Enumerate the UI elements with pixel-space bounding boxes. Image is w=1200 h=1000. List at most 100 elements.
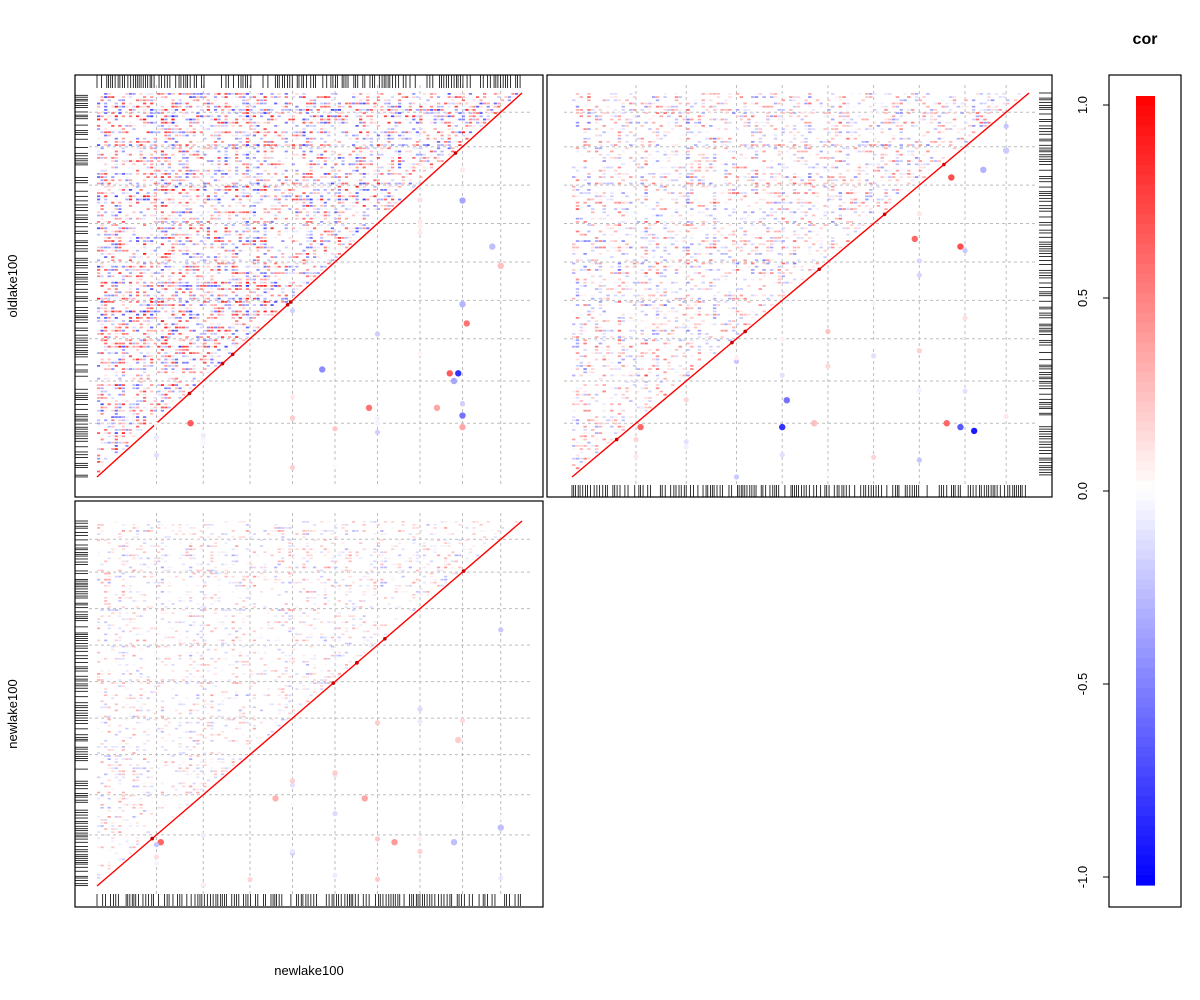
heatmap-cell	[114, 416, 118, 418]
heatmap-cell	[334, 192, 338, 194]
heatmap-cell	[362, 125, 366, 127]
heatmap-cell	[610, 377, 614, 380]
heatmap-cell	[210, 352, 214, 354]
heatmap-cell	[249, 272, 253, 274]
heatmap-cell	[352, 233, 356, 236]
heatmap-cell	[150, 201, 154, 204]
heatmap-cell	[189, 265, 193, 268]
heatmap-cell	[610, 438, 614, 441]
heatmap-cell	[128, 403, 133, 406]
heatmap-cell	[302, 221, 306, 223]
heatmap-cell	[121, 393, 125, 396]
heatmap-cell	[150, 265, 154, 268]
heatmap-cell	[636, 198, 641, 201]
heatmap-cell	[132, 409, 136, 412]
heatmap-cell	[185, 326, 189, 329]
heatmap-cell	[249, 118, 253, 121]
heatmap-cell	[150, 112, 154, 114]
heatmap-cell	[97, 150, 101, 153]
heatmap-cell	[632, 304, 637, 306]
heatmap-cell	[157, 169, 161, 172]
heatmap-cell	[182, 112, 186, 114]
heatmap-cell	[104, 429, 108, 431]
heatmap-cell	[598, 141, 603, 143]
heatmap-cell	[182, 355, 186, 358]
heatmap-cell	[263, 169, 267, 172]
heatmap-cell	[330, 189, 334, 191]
heatmap-cell	[118, 349, 122, 351]
heatmap-cell	[355, 169, 359, 172]
heatmap-cell	[238, 211, 242, 214]
heatmap-cell	[213, 333, 218, 335]
heatmap-cell	[213, 163, 218, 166]
heatmap-cell	[111, 259, 115, 262]
heatmap-cell	[270, 198, 274, 201]
heatmap-cell	[263, 301, 267, 303]
heatmap-cell	[128, 285, 133, 287]
heatmap-cell	[587, 230, 591, 233]
heatmap-cell	[221, 121, 225, 124]
heatmap-cell	[306, 246, 310, 249]
heatmap-cell	[610, 246, 614, 249]
heatmap-cell	[139, 422, 143, 425]
heatmap-cell	[97, 448, 101, 450]
heatmap-cell	[437, 96, 441, 98]
heatmap-cell	[118, 240, 122, 242]
heatmap-cell	[583, 269, 587, 271]
heatmap-cell	[128, 201, 133, 204]
heatmap-cell	[284, 109, 288, 111]
heatmap-cell	[104, 163, 108, 166]
diagonal-line	[96, 92, 523, 478]
heatmap-cell	[167, 137, 171, 140]
heatmap-cell	[107, 144, 111, 146]
heatmap-cell	[174, 329, 179, 332]
heatmap-cell	[659, 301, 664, 303]
heatmap-cell	[337, 112, 341, 114]
heatmap-cell	[167, 160, 171, 162]
heatmap-cell	[602, 358, 606, 361]
heatmap-cell	[447, 96, 451, 98]
heatmap-cell	[648, 406, 652, 409]
heatmap-cell	[221, 189, 225, 191]
heatmap-cell	[224, 243, 228, 246]
heatmap-cell	[583, 457, 587, 460]
heatmap-cell	[259, 240, 264, 242]
heatmap-cell	[458, 112, 462, 114]
heatmap-cell	[447, 115, 451, 118]
heatmap-cell	[182, 115, 186, 118]
heatmap-cell	[213, 345, 218, 348]
heatmap-cell	[348, 109, 352, 111]
heatmap-cell	[199, 205, 203, 207]
heatmap-cell	[380, 192, 384, 194]
heatmap-cell	[383, 205, 388, 207]
heatmap-cell	[153, 169, 157, 172]
heatmap-cell	[182, 189, 186, 191]
heatmap-cell	[231, 339, 235, 342]
heatmap-cell	[143, 179, 147, 182]
heatmap-cell	[334, 141, 338, 143]
heatmap-cell	[316, 102, 320, 105]
heatmap-cell	[412, 185, 416, 188]
heatmap-cell	[440, 109, 444, 111]
heatmap-cell	[217, 307, 221, 310]
heatmap-cell	[242, 93, 246, 95]
heatmap-cell	[104, 102, 108, 105]
heatmap-cell	[125, 227, 129, 230]
heatmap-cell	[139, 374, 143, 377]
heatmap-cell	[636, 163, 641, 166]
heatmap-cell	[617, 403, 622, 406]
heatmap-cell	[644, 205, 648, 207]
heatmap-cell	[153, 198, 157, 201]
heatmap-cell	[213, 281, 218, 284]
heatmap-cell	[136, 403, 140, 406]
heatmap-cell	[104, 457, 108, 460]
heatmap-cell	[245, 93, 249, 95]
heatmap-cell	[104, 368, 108, 370]
heatmap-cell	[206, 326, 210, 329]
heatmap-cell	[192, 253, 196, 255]
heatmap-cell	[594, 435, 599, 438]
heatmap-cell	[284, 195, 288, 198]
heatmap-cell	[591, 275, 595, 278]
heatmap-cell	[132, 406, 136, 409]
heatmap-cell	[196, 288, 200, 290]
